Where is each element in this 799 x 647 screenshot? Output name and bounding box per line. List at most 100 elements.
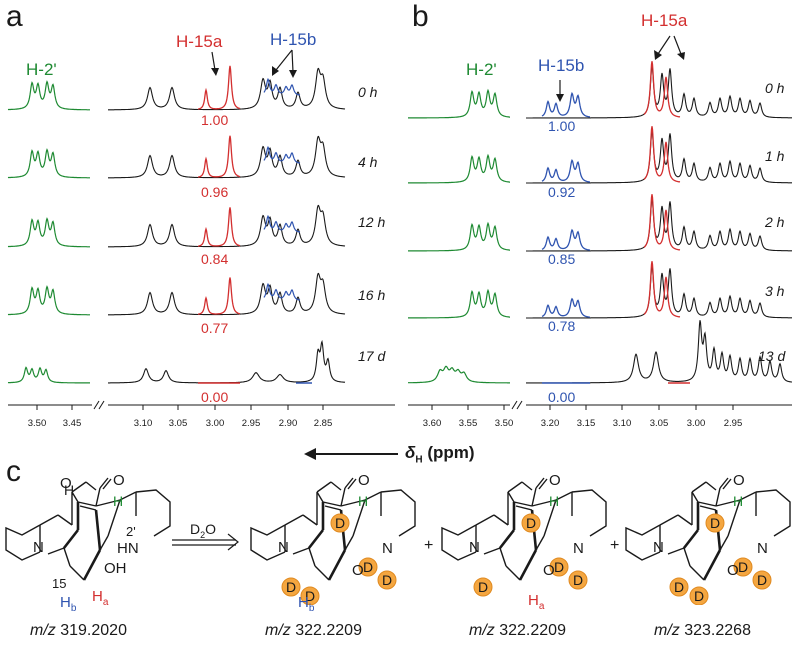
- panel-a-h15a-trace: [197, 135, 241, 178]
- deuterium-label: D: [710, 515, 720, 531]
- deuterium-marker: [568, 570, 588, 590]
- atom-oh: OH: [104, 560, 127, 577]
- panel-a-h2-trace: [7, 217, 90, 248]
- panel-b-h15a-trace: [643, 261, 681, 318]
- panel-b-axis-break: [516, 400, 523, 410]
- panel-b-h15b-trace: [541, 297, 591, 318]
- panel-a-main-trace: [108, 339, 346, 384]
- deuterium-label: D: [674, 579, 684, 595]
- deuterium-marker: [281, 577, 301, 597]
- deuterium-label: D: [757, 572, 767, 588]
- panel-b-label-h15a: H-15a: [641, 11, 688, 30]
- atom-nh: HN: [117, 540, 139, 557]
- atom-hb: Hb: [60, 594, 77, 614]
- panel-a-main-trace: [108, 135, 346, 179]
- panel-a-axis-break: [93, 400, 100, 410]
- atom-h-green: H: [113, 493, 124, 509]
- deuterium-marker: [300, 586, 320, 605]
- panel-a-integral: 1.00: [201, 112, 229, 128]
- deuterium-marker: [473, 577, 493, 597]
- atom-o: O: [733, 472, 745, 489]
- panel-a-tick-label: 2.85: [314, 418, 333, 429]
- mz-compound-1: m/z 319.2020: [30, 622, 127, 639]
- panel-b-arrow-h15a-1: [657, 35, 671, 55]
- panel-b-arrowhead: [654, 50, 662, 60]
- panel-a-integral: 0.84: [201, 251, 229, 267]
- panel-c-letter: c: [6, 455, 21, 488]
- panel-b-tick-label: 3.00: [687, 418, 706, 429]
- panel-b-main-trace: [526, 65, 792, 119]
- panel-b-h2-trace: [408, 288, 510, 319]
- panel-a-arrow-h15b-1: [275, 49, 293, 71]
- panel-a-arrowhead: [272, 66, 279, 76]
- axis-unit: (ppm): [427, 443, 475, 462]
- panel-a-arrowhead: [289, 70, 297, 78]
- panel-a-h2-trace: [7, 366, 90, 384]
- deuterium-label: D: [286, 579, 296, 595]
- panel-a-h15a-trace: [197, 277, 241, 315]
- panel-a-spectra: 3.50 3.45 3.10 3.05 3.00 2.95 2.90 2.85: [7, 49, 395, 429]
- axis-label: δH (ppm): [405, 443, 475, 465]
- deuterium-marker: [330, 513, 350, 533]
- atom-o: O: [352, 562, 364, 579]
- panel-a-time: 4 h: [358, 154, 378, 170]
- reagent-d2o: D2O: [190, 521, 217, 540]
- panel-b-arrowhead: [677, 52, 685, 60]
- panel-b-time: 13 d: [758, 348, 786, 364]
- panel-b-h15b-trace: [541, 91, 591, 118]
- panel-b-h2-trace: [408, 221, 510, 252]
- atom-h-green: H: [358, 493, 369, 509]
- deuterium-label: D: [694, 588, 704, 604]
- panel-a-tick-label: 3.10: [134, 418, 153, 429]
- panel-b-time: 2 h: [765, 214, 785, 230]
- plus-sign: +: [610, 537, 620, 554]
- atom-n: N: [382, 540, 393, 557]
- deuterium-label: D: [305, 588, 315, 604]
- panel-b-h15a-trace: [643, 194, 681, 251]
- atom-h: H: [64, 482, 75, 498]
- panel-b-label-h15b: H-15b: [538, 56, 585, 75]
- atom-o: O: [113, 472, 125, 489]
- panel-a-label-h2: H-2': [26, 60, 57, 79]
- panel-a-integral: 0.00: [201, 389, 229, 405]
- panel-a-time: 16 h: [358, 287, 386, 303]
- panel-a-h2-trace: [7, 148, 90, 179]
- panel-a-tick-label: 2.90: [279, 418, 298, 429]
- deuterium-marker: [358, 557, 378, 577]
- panel-b-arrowhead: [556, 94, 564, 102]
- panel-b-integral: 1.00: [548, 118, 576, 134]
- atom-o: O: [727, 562, 739, 579]
- panel-b-h2-trace: [408, 153, 510, 184]
- atom-o: O: [60, 475, 72, 492]
- atom-n: N: [573, 540, 584, 557]
- panel-b-spectra: 3.60 3.55 3.50 3.20 3.15 3.10 3.05 3.00 2.95: [408, 35, 792, 429]
- atom-o: O: [549, 472, 561, 489]
- axis-sub: H: [415, 454, 423, 466]
- deuterium-label: D: [554, 559, 564, 575]
- panel-b-tick-label: 3.55: [459, 418, 478, 429]
- atom-2prime: 2': [126, 524, 136, 539]
- panel-a-label-h15a: H-15a: [176, 32, 223, 51]
- panel-a-tick-label: 3.05: [169, 418, 188, 429]
- deuterium-label: D: [526, 515, 536, 531]
- atom-o: O: [543, 562, 555, 579]
- deuterium-label: D: [478, 579, 488, 595]
- panel-a-time: 12 h: [358, 214, 386, 230]
- panel-a-h2-trace: [7, 285, 90, 316]
- panel-a-main-trace: [108, 272, 346, 316]
- panel-a-h15b-trace: [263, 214, 301, 233]
- mz-compound-4: m/z 323.2268: [654, 622, 751, 639]
- panel-a-h15b-trace: [263, 145, 301, 164]
- panel-a-h2-trace: [7, 80, 90, 111]
- panel-b-tick-label: 3.05: [650, 418, 669, 429]
- deuterium-marker: [689, 586, 709, 605]
- atom-h-green: H: [549, 493, 560, 509]
- atom-h-green: H: [733, 493, 744, 509]
- atom-n: N: [33, 539, 44, 556]
- panel-b-tick-label: 3.60: [423, 418, 442, 429]
- panel-b-h15a-trace: [643, 126, 681, 183]
- panel-a-tick-label: 3.45: [63, 418, 82, 429]
- mz-compound-3: m/z 322.2209: [469, 622, 566, 639]
- panel-b-h2-trace: [408, 365, 510, 384]
- deuterium-label: D: [738, 559, 748, 575]
